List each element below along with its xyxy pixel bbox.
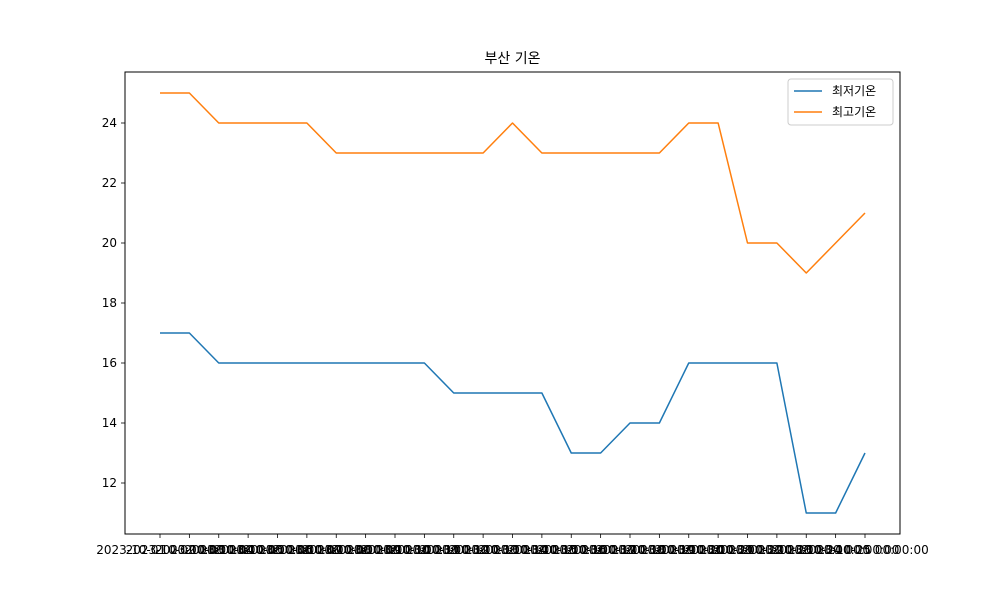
y-axis-ticks: 12 14 16 18 20 22 24 — [102, 116, 125, 490]
x-tick-label: 2023-10-15 00:00:00 — [508, 543, 635, 557]
x-tick-label: 2023-10-09 00:00:00 — [331, 543, 458, 557]
plot-area-frame — [124, 71, 901, 535]
x-tick-label: 2023-10-06 00:00:00 — [243, 543, 370, 557]
x-tick-label: 2023-10-03 00:00:00 — [155, 543, 282, 557]
x-tick-label: 2023-10-17 00:00:00 — [566, 543, 693, 557]
x-tick-label: 2023-10-24 00:00:00 — [772, 543, 899, 557]
y-tick-label: 22 — [102, 176, 117, 190]
x-tick-label: 2023-10-02 00:00:00 — [126, 543, 253, 557]
x-tick-label: 2023-10-10 00:00:00 — [361, 543, 488, 557]
x-tick-label: 2023-10-08 00:00:00 — [302, 543, 429, 557]
series-line-1 — [160, 332, 866, 514]
series-layer — [160, 92, 866, 514]
legend-label-2: 최고기온 — [832, 105, 876, 119]
chart-title: 부산 기온 — [485, 51, 541, 67]
legend-label-1: 최저기온 — [832, 84, 876, 98]
x-tick-label: 2023-10-14 00:00:00 — [478, 543, 605, 557]
y-tick-label: 24 — [102, 116, 117, 130]
y-tick-label: 16 — [102, 356, 117, 370]
x-tick-label: 2023-10-21 00:00:00 — [684, 543, 811, 557]
x-tick-label: 2023-10-07 00:00:00 — [273, 543, 400, 557]
x-tick-label: 2023-10-19 00:00:00 — [625, 543, 752, 557]
x-tick-label: 2023-10-23 00:00:00 — [743, 543, 870, 557]
x-tick-label: 2023-10-05 00:00:00 — [214, 543, 341, 557]
x-tick-label: 2023-10-04 00:00:00 — [184, 543, 311, 557]
y-tick-label: 20 — [102, 236, 117, 250]
x-tick-label: 2023-10-18 00:00:00 — [596, 543, 723, 557]
x-tick-label: 2023-10-11 00:00:00 — [390, 543, 517, 557]
x-tick-label: 2023-10-16 00:00:00 — [537, 543, 664, 557]
x-tick-label: 2023-10-01 00:00:00 — [96, 543, 223, 557]
x-tick-label: 2023-10-22 00:00:00 — [713, 543, 840, 557]
x-tick-label: 2023-10-25 00:00:00 — [801, 543, 928, 557]
x-tick-label: 2023-10-12 00:00:00 — [419, 543, 546, 557]
series-line-2 — [160, 92, 866, 274]
y-tick-label: 18 — [102, 296, 117, 310]
y-tick-label: 14 — [102, 416, 117, 430]
x-tick-label: 2023-10-13 00:00:00 — [449, 543, 576, 557]
x-tick-label: 2023-10-20 00:00:00 — [654, 543, 781, 557]
y-tick-label: 12 — [102, 476, 117, 490]
